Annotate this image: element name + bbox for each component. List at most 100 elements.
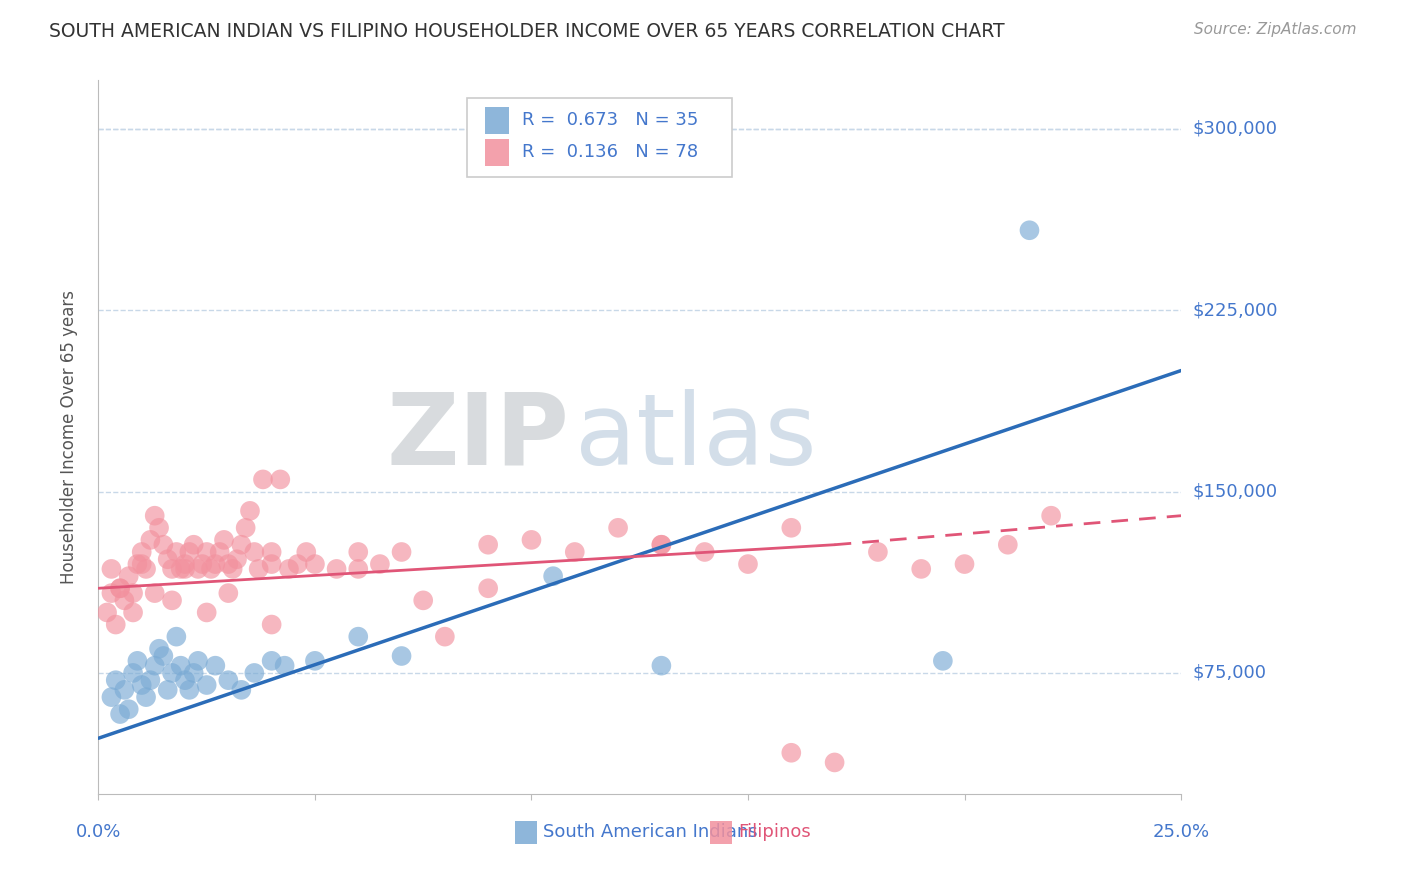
Point bbox=[152, 538, 174, 552]
Point bbox=[252, 472, 274, 486]
Point bbox=[160, 593, 183, 607]
Point bbox=[693, 545, 716, 559]
Text: R =  0.673   N = 35: R = 0.673 N = 35 bbox=[522, 112, 699, 129]
Point bbox=[260, 654, 283, 668]
Point bbox=[260, 545, 283, 559]
Point bbox=[108, 581, 131, 595]
Point bbox=[195, 545, 218, 559]
Bar bbox=[515, 821, 537, 844]
Point bbox=[183, 665, 205, 680]
Y-axis label: Householder Income Over 65 years: Householder Income Over 65 years bbox=[59, 290, 77, 584]
Point bbox=[824, 756, 846, 770]
Point bbox=[165, 630, 187, 644]
Point bbox=[953, 557, 976, 571]
Point bbox=[212, 533, 235, 547]
Point bbox=[226, 552, 249, 566]
Point bbox=[1018, 223, 1040, 237]
Point bbox=[174, 673, 197, 688]
Point bbox=[477, 581, 499, 595]
Bar bbox=[485, 139, 509, 166]
Point bbox=[347, 545, 370, 559]
Point bbox=[112, 682, 135, 697]
Point bbox=[260, 617, 283, 632]
Point bbox=[152, 648, 174, 663]
Bar bbox=[485, 107, 509, 134]
Point bbox=[131, 545, 153, 559]
Point bbox=[183, 538, 205, 552]
Point bbox=[541, 569, 564, 583]
Text: South American Indians: South American Indians bbox=[543, 823, 758, 841]
Point bbox=[170, 562, 193, 576]
Point bbox=[650, 658, 672, 673]
Point bbox=[112, 593, 135, 607]
Point bbox=[131, 557, 153, 571]
Point bbox=[179, 545, 201, 559]
Point bbox=[160, 562, 183, 576]
Point bbox=[247, 562, 270, 576]
Point bbox=[139, 533, 162, 547]
Point bbox=[347, 562, 370, 576]
Text: 0.0%: 0.0% bbox=[76, 823, 121, 841]
Point bbox=[174, 562, 197, 576]
Point bbox=[165, 545, 187, 559]
Point bbox=[295, 545, 318, 559]
Point bbox=[347, 630, 370, 644]
Point bbox=[866, 545, 889, 559]
Point bbox=[273, 658, 295, 673]
Point bbox=[160, 665, 183, 680]
Point bbox=[910, 562, 932, 576]
Text: $75,000: $75,000 bbox=[1192, 664, 1267, 681]
Point bbox=[239, 504, 262, 518]
Text: atlas: atlas bbox=[575, 389, 817, 485]
Point bbox=[412, 593, 434, 607]
Point bbox=[243, 545, 266, 559]
Point bbox=[104, 673, 127, 688]
Point bbox=[143, 508, 166, 523]
Point bbox=[231, 682, 253, 697]
Text: $225,000: $225,000 bbox=[1192, 301, 1278, 319]
Point bbox=[204, 658, 226, 673]
Text: ZIP: ZIP bbox=[387, 389, 569, 485]
Point bbox=[143, 658, 166, 673]
Point bbox=[231, 538, 253, 552]
Point bbox=[195, 606, 218, 620]
Point bbox=[148, 641, 170, 656]
Point bbox=[269, 472, 291, 486]
Point bbox=[195, 678, 218, 692]
Point bbox=[127, 654, 149, 668]
Bar bbox=[710, 821, 731, 844]
Point bbox=[96, 606, 118, 620]
Point bbox=[325, 562, 347, 576]
Text: Source: ZipAtlas.com: Source: ZipAtlas.com bbox=[1194, 22, 1357, 37]
Point bbox=[607, 521, 630, 535]
Text: 25.0%: 25.0% bbox=[1153, 823, 1209, 841]
Point bbox=[204, 557, 226, 571]
Point bbox=[391, 545, 413, 559]
Point bbox=[1040, 508, 1063, 523]
Point bbox=[564, 545, 586, 559]
Point bbox=[780, 746, 803, 760]
Point bbox=[217, 673, 239, 688]
Point bbox=[304, 654, 326, 668]
Point bbox=[143, 586, 166, 600]
Point bbox=[278, 562, 301, 576]
Point bbox=[127, 557, 149, 571]
Point bbox=[122, 606, 145, 620]
Point bbox=[650, 538, 672, 552]
Text: Filipinos: Filipinos bbox=[738, 823, 811, 841]
Point bbox=[148, 521, 170, 535]
Point bbox=[156, 682, 179, 697]
Point bbox=[520, 533, 543, 547]
Point bbox=[187, 654, 209, 668]
Point bbox=[200, 562, 222, 576]
Point bbox=[780, 521, 803, 535]
Point bbox=[477, 538, 499, 552]
Text: SOUTH AMERICAN INDIAN VS FILIPINO HOUSEHOLDER INCOME OVER 65 YEARS CORRELATION C: SOUTH AMERICAN INDIAN VS FILIPINO HOUSEH… bbox=[49, 22, 1005, 41]
Point bbox=[391, 648, 413, 663]
Point bbox=[187, 562, 209, 576]
Point bbox=[260, 557, 283, 571]
Point bbox=[235, 521, 257, 535]
Point bbox=[243, 665, 266, 680]
Point bbox=[737, 557, 759, 571]
Point bbox=[122, 665, 145, 680]
